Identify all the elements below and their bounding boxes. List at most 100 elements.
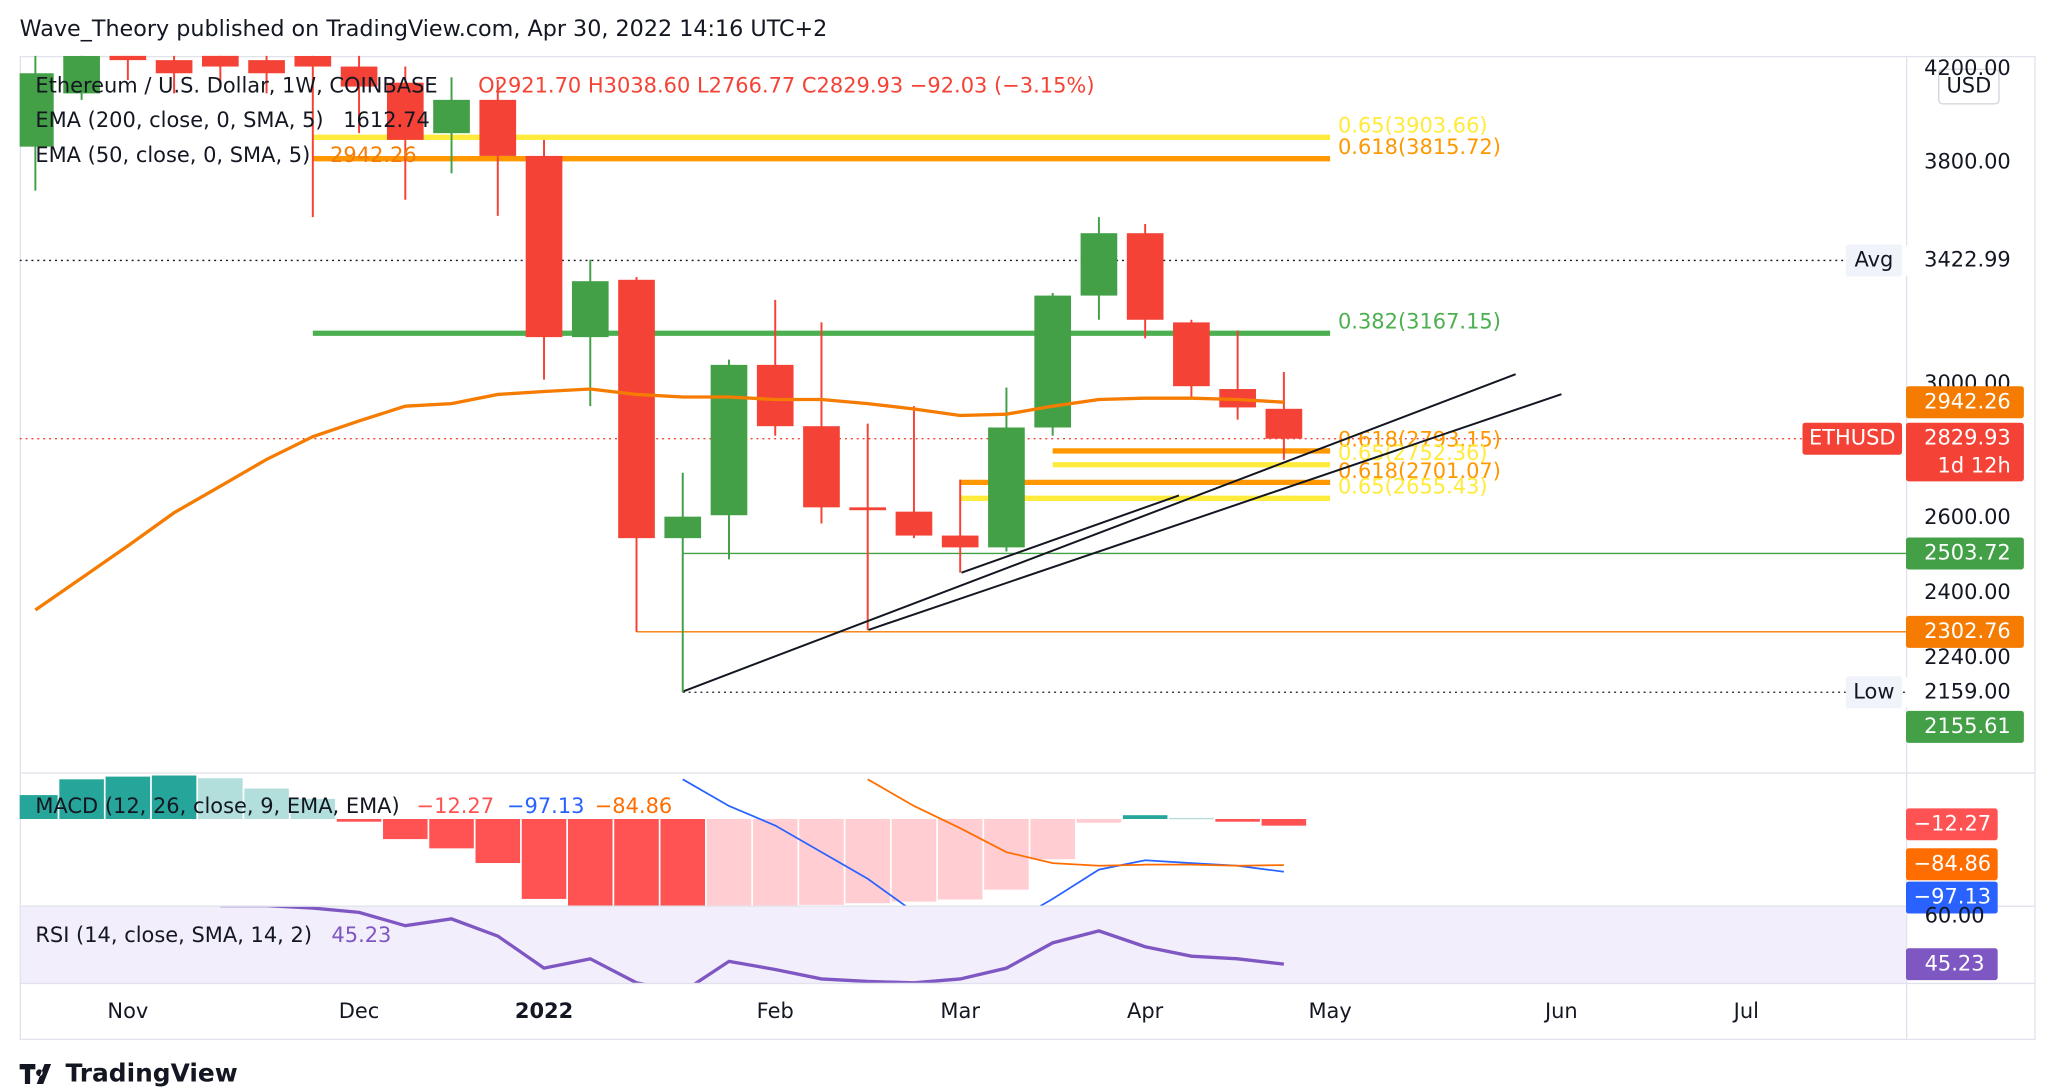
price-label-box — [1905, 244, 2024, 277]
legend-macd-signal: −84.86 — [595, 793, 673, 818]
macd-histogram-bar — [105, 776, 151, 819]
macd-histogram-bar — [19, 795, 58, 819]
logo-icon[interactable] — [19, 1064, 52, 1085]
macd-histogram-bar — [1169, 817, 1214, 820]
macd-value-label: −12.27 — [1914, 810, 1992, 835]
fib-label: 0.65(3903.66) — [1338, 113, 1488, 138]
macd-histogram-bar — [1215, 819, 1260, 822]
x-tick-label: Jun — [1543, 998, 1578, 1023]
legend-rsi-value: 45.23 — [331, 922, 391, 947]
macd-histogram-bar — [151, 775, 197, 819]
macd-histogram-bar — [336, 819, 382, 822]
y-tick-label: 3800.00 — [1924, 148, 2011, 173]
macd-histogram-bar — [660, 819, 706, 906]
rsi-value-label: 45.23 — [1925, 950, 1985, 975]
macd-value-box — [1905, 848, 1998, 881]
macd-histogram-bar — [1122, 815, 1168, 819]
signal-line — [867, 778, 1284, 867]
candle-body — [1080, 233, 1118, 296]
macd-value-label: −97.13 — [1914, 883, 1992, 908]
legend-macd-line: −97.13 — [507, 793, 585, 818]
price-label-box — [1905, 537, 2024, 570]
price-label-box — [1905, 422, 2024, 482]
legend-ema200-value: 1612.74 — [343, 107, 430, 132]
macd-histogram-bar — [475, 819, 521, 864]
macd-value-label: −84.86 — [1914, 850, 1992, 875]
price-tag: ETHUSD — [1809, 425, 1896, 450]
price-label: 2942.26 — [1924, 388, 2011, 413]
frame — [19, 55, 2036, 1041]
currency-box[interactable] — [1938, 68, 2000, 105]
x-tick-label: Feb — [757, 998, 794, 1023]
price-label: 2302.76 — [1924, 618, 2011, 643]
price-tag-box — [1845, 244, 1903, 277]
rsi-tick-label: 60.00 — [1925, 902, 1985, 927]
candle-body — [433, 99, 470, 134]
legend-ema50: EMA (50, close, 0, SMA, 5) — [35, 142, 310, 167]
candle-body — [1265, 408, 1303, 439]
macd-histogram-bar — [567, 819, 613, 906]
x-tick-label: May — [1308, 998, 1351, 1023]
price-tag-box — [1802, 422, 1903, 455]
macd-histogram-bar — [937, 819, 983, 900]
candle-body — [710, 364, 748, 516]
price-label: 2503.72 — [1924, 539, 2011, 564]
legend-macd-hist: −12.27 — [417, 793, 495, 818]
candle-body — [803, 426, 840, 508]
price-label-box — [1905, 615, 2024, 648]
candle-body — [988, 427, 1025, 548]
candle-body — [895, 511, 933, 536]
price-tag: Avg — [1854, 246, 1893, 271]
fib-label: 0.382(3167.15) — [1338, 308, 1501, 333]
macd-histogram-bar — [1261, 819, 1307, 826]
candle-body — [849, 507, 887, 511]
price-label-countdown: 1d 12h — [1938, 453, 2011, 478]
macd-value-box — [1905, 808, 1998, 841]
macd-histogram-bar — [891, 819, 937, 902]
macd-line — [682, 778, 1284, 906]
price-tag: Low — [1853, 678, 1894, 703]
price-label: 3422.99 — [1924, 246, 2011, 271]
macd-histogram-bar — [799, 819, 844, 905]
candle-body — [201, 55, 239, 67]
fib-label: 0.618(3815.72) — [1338, 134, 1501, 159]
macd-value-box — [1905, 881, 1998, 914]
macd-histogram-bar — [198, 778, 243, 819]
candle-body — [618, 279, 655, 539]
macd-histogram-bar — [244, 788, 289, 819]
candle-body — [294, 55, 332, 67]
x-tick-label: Mar — [940, 998, 980, 1023]
logo-text[interactable]: TradingView — [65, 1059, 237, 1088]
rsi-background — [19, 906, 1906, 983]
macd-histogram-bar — [984, 819, 1029, 890]
macd-histogram-bar — [614, 819, 659, 906]
macd-histogram-bar — [752, 819, 798, 906]
trend-line — [961, 494, 1180, 574]
macd-histogram-bar — [1030, 819, 1075, 860]
legend-ema200: EMA (200, close, 0, SMA, 5) — [35, 107, 323, 132]
macd-histogram-bar — [521, 819, 567, 899]
candle-body — [756, 364, 794, 427]
candle-body — [571, 281, 609, 338]
currency[interactable]: USD — [1946, 72, 1991, 97]
macd-histogram-bar — [706, 819, 752, 906]
price-label-box — [1905, 710, 2024, 743]
x-tick-label: Dec — [339, 998, 380, 1023]
price-label-box — [1905, 676, 2024, 709]
macd-histogram-bar — [290, 798, 336, 819]
legend-symbol: Ethereum / U.S. Dollar, 1W, COINBASE — [35, 72, 437, 97]
candle-body — [155, 60, 193, 74]
candle-body — [525, 155, 563, 338]
macd-histogram-bar — [429, 819, 474, 849]
candle-body — [479, 99, 517, 156]
candle-body — [1126, 233, 1164, 320]
trend-line — [868, 393, 1562, 631]
legend-ema50-value: 2942.26 — [330, 142, 417, 167]
price-label-box — [1905, 386, 2024, 419]
candle-body — [664, 516, 702, 539]
logo[interactable]: TradingView — [19, 1059, 238, 1088]
macd-histogram-bar — [1076, 819, 1122, 823]
macd-histogram-bar — [383, 819, 428, 840]
candle-body — [1173, 322, 1210, 387]
